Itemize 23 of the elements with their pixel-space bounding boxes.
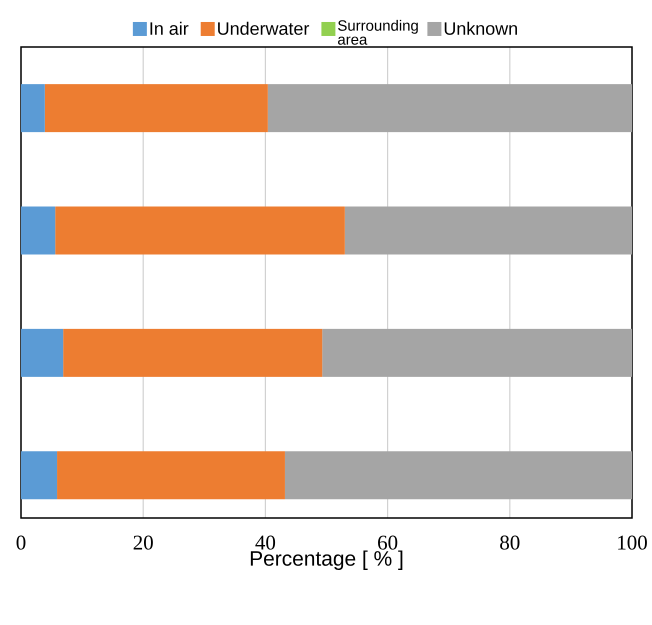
bar: [57, 451, 285, 500]
bar: [44, 84, 268, 132]
x-tick-label: 80: [500, 536, 520, 550]
bar: [21, 206, 56, 255]
x-axis-title: Percentage [ % ]: [250, 550, 402, 570]
legend-label: Surrounding area: [338, 20, 418, 45]
bar: [21, 451, 58, 500]
bar: [21, 84, 45, 132]
legend-label: In air: [150, 22, 188, 35]
bar: [268, 84, 632, 132]
bar: [63, 328, 322, 377]
legend-label: Underwater: [218, 22, 310, 35]
bar: [322, 328, 632, 377]
bar: [344, 206, 632, 255]
x-tick-label: 20: [134, 536, 153, 550]
x-tick-label: 0: [16, 536, 26, 550]
x-tick-label: 100: [618, 536, 647, 550]
bar: [284, 451, 632, 500]
bar: [55, 206, 345, 255]
bar: [21, 328, 64, 377]
x-tick-label: 60: [378, 536, 398, 550]
x-tick-label: 40: [255, 536, 276, 550]
legend-label: Unknown: [444, 22, 517, 35]
